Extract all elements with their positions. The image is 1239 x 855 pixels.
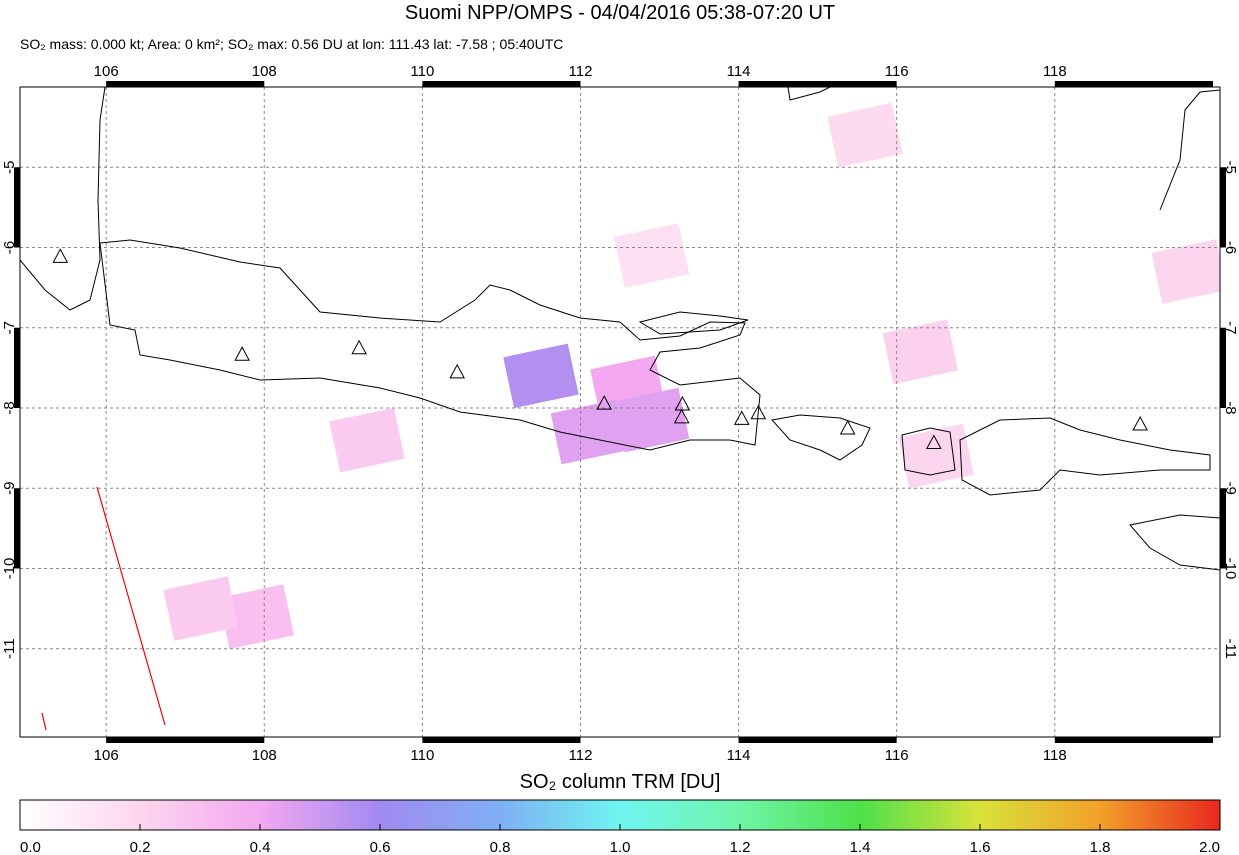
x-tick-label: 118 — [1043, 747, 1067, 764]
volcano — [839, 419, 856, 435]
volcano-layer — [52, 248, 1148, 449]
y-tick-label: -5 — [1, 161, 18, 174]
colorbar-tick-label: 1.6 — [970, 839, 991, 855]
colorbar-tick-label: 2.0 — [1199, 839, 1220, 855]
volcano — [596, 395, 613, 410]
y-tick-label: -9 — [1, 482, 18, 495]
so2-pixel — [1151, 239, 1220, 304]
x-tick-label: 114 — [727, 63, 751, 80]
volcano — [52, 248, 69, 263]
orbit-edge — [96, 486, 166, 726]
colorbar-tick-label: 0.4 — [250, 839, 271, 855]
x-tick-label: 106 — [94, 63, 119, 80]
colorbar-tick-label: 1.8 — [1090, 839, 1111, 855]
so2-pixel — [613, 223, 690, 288]
x-tick-label: 116 — [885, 63, 909, 80]
colorbar-label: SO₂ column TRM [DU] — [520, 771, 721, 793]
y-tick-label: -7 — [1, 321, 18, 334]
bali-coast — [771, 414, 871, 461]
y-tick-label: -8 — [1, 401, 18, 414]
java-coast — [99, 239, 761, 451]
y-tick-label: -9 — [1222, 482, 1239, 495]
colorbar-tick-label: 1.2 — [730, 839, 751, 855]
sumbawa-coast — [959, 417, 1211, 496]
so2-layer — [163, 102, 1220, 649]
y-tick-label: -7 — [1222, 321, 1239, 334]
x-tick-label: 110 — [410, 747, 434, 764]
map-frame — [19, 86, 1221, 738]
x-tick-label: 110 — [410, 63, 434, 80]
volcano — [449, 363, 465, 379]
x-tick-label: 118 — [1043, 63, 1067, 80]
frame-band — [1054, 81, 1213, 87]
title: Suomi NPP/OMPS - 04/04/2016 05:38-07:20 … — [405, 2, 835, 24]
coastlines — [20, 87, 1220, 731]
colorbar-tick-label: 0.0 — [20, 839, 41, 855]
so2-pixel — [882, 319, 959, 385]
y-tick-label: -8 — [1222, 401, 1239, 414]
volcano — [733, 410, 750, 425]
colorbar-tick-label: 0.6 — [370, 839, 391, 855]
subtitle: SO₂ mass: 0.000 kt; Area: 0 km²; SO₂ max… — [20, 36, 563, 52]
sumatra-coast — [20, 87, 106, 311]
volcano — [925, 434, 942, 449]
volcano — [1132, 415, 1148, 431]
frame-band — [1054, 737, 1213, 743]
frame-band — [1220, 488, 1226, 569]
y-tick-label: -10 — [1222, 558, 1239, 580]
y-tick-label: -11 — [1222, 638, 1239, 659]
frame-band — [14, 327, 20, 408]
frame-band — [738, 81, 897, 87]
frame-band — [106, 737, 265, 743]
frame-band — [1220, 327, 1226, 408]
so2-pixel — [827, 102, 903, 168]
frame-band — [14, 488, 20, 569]
frame-band — [106, 81, 265, 87]
orbit-edge — [41, 712, 47, 731]
volcano — [674, 395, 691, 411]
x-tick-label: 106 — [94, 747, 119, 764]
volcano — [351, 339, 367, 355]
borneo-coast — [787, 87, 1220, 211]
colorbar-tick-label: 1.4 — [850, 839, 871, 855]
lombok-coast — [901, 427, 956, 476]
y-tick-label: -10 — [1, 558, 18, 580]
volcano — [234, 346, 250, 361]
colorbar-ticks: 0.0 0.2 0.4 0.6 0.8 1.0 1.2 1.4 1.6 1.8 2.0 — [19, 824, 1221, 855]
madura-coast — [638, 311, 749, 335]
y-tick-label: -6 — [1, 241, 18, 254]
x-tick-label: 108 — [252, 63, 277, 80]
frame-band — [14, 167, 20, 248]
colorbar-tick-label: 0.8 — [490, 839, 511, 855]
so2-pixel — [218, 584, 295, 649]
so2-pixel — [503, 343, 579, 409]
x-tick-label: 116 — [885, 747, 909, 764]
x-tick-label: 112 — [569, 63, 593, 80]
volcano — [750, 404, 767, 420]
frame-band — [738, 737, 897, 743]
volcano — [673, 408, 690, 424]
y-tick-label: -5 — [1222, 161, 1239, 174]
graticule — [20, 87, 1220, 737]
y-tick-label: -11 — [1, 638, 18, 659]
so2-pixel — [550, 399, 627, 465]
x-tick-label: 112 — [569, 747, 593, 764]
frame-band — [422, 81, 581, 87]
frame-band — [1220, 167, 1226, 248]
sumba-coast — [1129, 514, 1220, 571]
frame-bands — [14, 81, 1226, 743]
x-tick-label: 114 — [727, 747, 751, 764]
so2-pixel — [163, 576, 239, 641]
so2-pixel — [329, 407, 405, 473]
frame-band — [422, 737, 581, 743]
so2-pixel — [613, 387, 690, 453]
y-tick-label: -6 — [1222, 241, 1239, 254]
colorbar-tick-label: 1.0 — [610, 839, 631, 855]
x-tick-label: 108 — [252, 747, 277, 764]
colorbar-tick-label: 0.2 — [130, 839, 151, 855]
